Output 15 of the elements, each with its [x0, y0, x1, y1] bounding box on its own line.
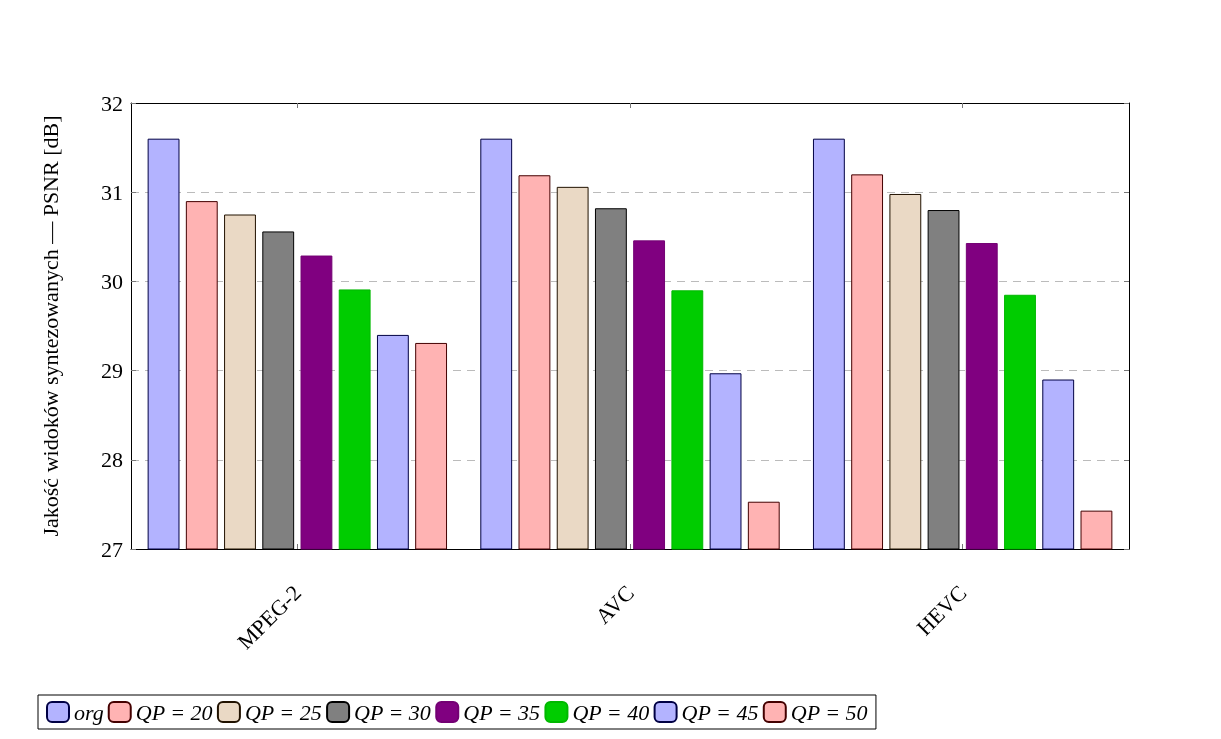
legend-label: QP = 45	[681, 699, 759, 725]
legend-label: org	[74, 699, 104, 725]
legend-label: QP = 50	[790, 699, 868, 725]
y-tick-label: 28	[101, 447, 123, 473]
legend-label: QP = 25	[244, 699, 322, 725]
y-tick-label: 31	[101, 179, 123, 205]
legend-label: QP = 30	[354, 699, 431, 725]
legend-label: QP = 40	[572, 699, 650, 725]
y-tick-label: 29	[101, 358, 123, 384]
legend-label: QP = 20	[135, 699, 213, 725]
y-tick-label: 30	[101, 268, 123, 294]
legend-label: QP = 35	[463, 699, 541, 725]
y-axis-title: Jakość widoków syntezowanych — PSNR [dB]	[37, 115, 63, 537]
y-tick-label: 27	[101, 536, 123, 562]
y-tick-label: 32	[101, 90, 123, 116]
